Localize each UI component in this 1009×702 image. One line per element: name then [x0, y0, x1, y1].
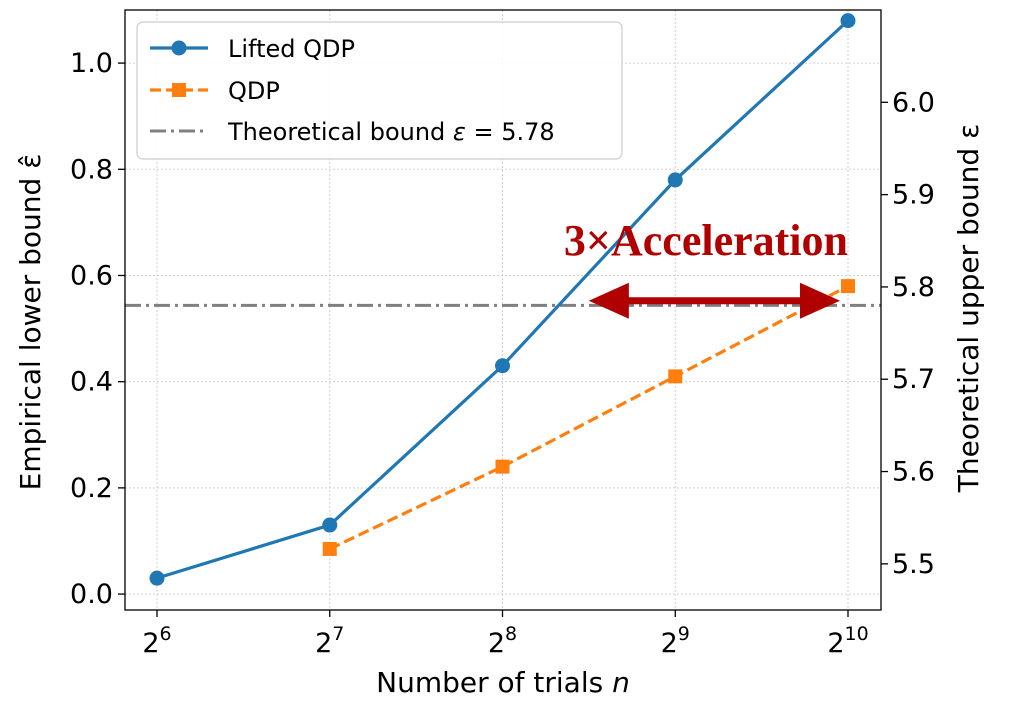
legend-label-reference: Theoretical bound ε = 5.78 — [227, 118, 555, 146]
legend-marker-qdp — [172, 83, 186, 97]
data-point-lifted-qdp — [667, 172, 683, 188]
y-tick-label-right: 5.8 — [892, 272, 935, 303]
y-tick-label-left: 0.2 — [70, 473, 113, 504]
annotation-text: 3×Acceleration — [564, 216, 848, 265]
legend-box — [136, 21, 623, 160]
y-tick-label-left: 0.4 — [70, 367, 113, 398]
y-tick-label-right: 5.9 — [892, 180, 935, 211]
legend-label-lifted-qdp: Lifted QDP — [228, 35, 355, 63]
data-point-qdp — [841, 279, 855, 294]
data-point-lifted-qdp — [322, 517, 338, 533]
x-tick-label: 210 — [827, 623, 868, 659]
x-tick-label: 29 — [661, 623, 690, 659]
data-point-qdp — [668, 369, 683, 384]
legend: Lifted QDP QDP Theoretical bound ε = 5.78 — [136, 21, 623, 160]
annotation-arrowhead-left — [588, 282, 629, 319]
annotation: 3×Acceleration — [564, 216, 848, 319]
y-tick-label-left: 1.0 — [70, 48, 113, 79]
data-point-qdp — [495, 459, 510, 474]
series-layer — [149, 13, 856, 586]
y-axis-title-left: Empirical lower bound ε̂ — [14, 154, 47, 491]
x-tick-label: 27 — [315, 623, 344, 659]
y-tick-label-right: 5.7 — [892, 364, 935, 395]
legend-marker-lifted-qdp — [171, 40, 187, 56]
y-tick-label-right: 5.5 — [892, 549, 935, 580]
x-tick-label: 26 — [142, 623, 171, 659]
data-point-lifted-qdp — [840, 13, 856, 29]
y-tick-label-right: 6.0 — [892, 87, 935, 118]
data-point-qdp — [322, 541, 337, 556]
y-tick-label-left: 0.8 — [70, 154, 113, 185]
annotation-arrowhead-right — [800, 282, 840, 319]
legend-label-qdp: QDP — [228, 77, 280, 105]
y-tick-label-left: 0.6 — [70, 260, 113, 291]
x-tick-label: 28 — [488, 623, 517, 659]
x-axis-title: Number of trials n — [376, 666, 630, 699]
y-tick-label-left: 0.0 — [70, 579, 113, 610]
data-point-lifted-qdp — [149, 570, 165, 586]
y-axis-title-right: Theoretical upper bound ε — [952, 124, 985, 493]
series-line-qdp — [329, 284, 849, 551]
axes: 26 27 28 29 210 0.0 0.2 0.4 0.6 0.8 1.0 5.5 5.6 5.7 5.… — [70, 48, 935, 659]
data-point-lifted-qdp — [495, 358, 510, 374]
y-tick-label-right: 5.6 — [892, 457, 935, 488]
